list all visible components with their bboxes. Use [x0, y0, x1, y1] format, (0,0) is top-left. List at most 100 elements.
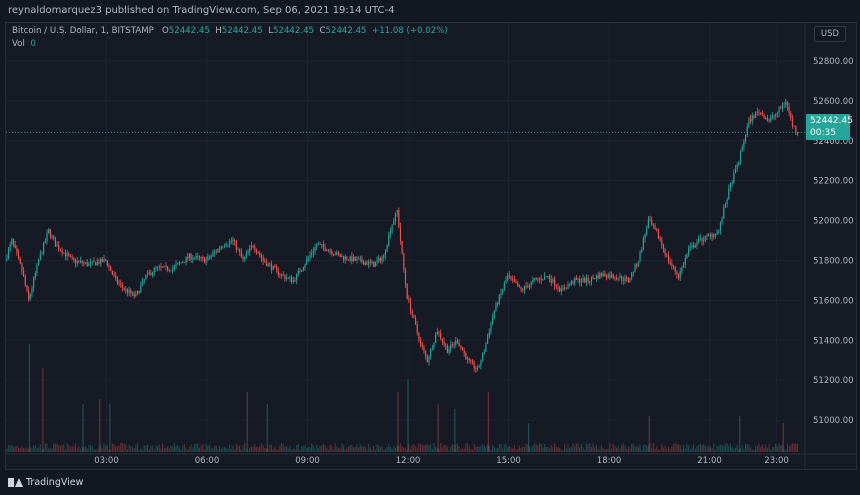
- candle-body: [182, 262, 184, 263]
- volume-bar: [66, 443, 68, 452]
- volume-bar: [307, 447, 309, 452]
- volume-bar: [177, 444, 179, 452]
- volume-bar: [48, 448, 50, 452]
- currency-button[interactable]: USD: [814, 26, 846, 42]
- candle-body: [16, 248, 18, 254]
- y-tick-label: 51000.00: [813, 416, 854, 426]
- volume-label[interactable]: Vol: [12, 39, 25, 49]
- candle-body: [215, 251, 217, 253]
- candle-body: [744, 135, 747, 142]
- volume-bar: [587, 444, 589, 452]
- candle-body: [135, 294, 137, 296]
- candle-body: [270, 264, 273, 270]
- candle-body: [693, 245, 695, 248]
- volume-bar: [368, 443, 370, 452]
- volume-bar: [739, 416, 741, 452]
- candle-body: [205, 260, 207, 263]
- volume-bar: [81, 446, 83, 452]
- candle-body: [672, 265, 675, 267]
- candle-body: [790, 112, 792, 118]
- candle-body: [359, 258, 361, 260]
- tradingview-logo[interactable]: TradingView: [8, 477, 83, 488]
- symbol-name[interactable]: Bitcoin / U.S. Dollar, 1, BITSTAMP: [12, 26, 154, 36]
- candle-body: [121, 284, 124, 288]
- candle-body: [714, 233, 716, 235]
- candle-body: [274, 265, 276, 268]
- candle-body: [420, 340, 422, 344]
- volume-bar: [126, 449, 129, 452]
- volume-bar: [644, 444, 646, 452]
- volume-bar: [106, 445, 108, 452]
- volume-bar: [748, 444, 750, 452]
- candle-body: [140, 285, 142, 293]
- candle-body: [548, 275, 551, 280]
- candle-body: [718, 230, 720, 232]
- volume-bar: [202, 444, 204, 452]
- volume-bar: [642, 445, 644, 452]
- candle-body: [53, 236, 55, 239]
- time-axis[interactable]: 03:00 06:00 09:00 12:00 15:00 18:00 21:00 23:00: [94, 456, 789, 466]
- footer: [0, 472, 860, 495]
- volume-bar: [736, 444, 738, 452]
- candle-body: [532, 280, 534, 282]
- candle-body: [639, 252, 641, 263]
- volume-bar: [435, 447, 437, 452]
- volume-bar: [756, 445, 758, 452]
- candle-body: [183, 262, 185, 263]
- volume-bar: [672, 444, 675, 452]
- volume-bar: [388, 444, 390, 452]
- candle-body: [155, 267, 157, 269]
- volume-bar: [311, 443, 313, 452]
- candle-body: [677, 274, 680, 279]
- volume-bar: [11, 445, 13, 452]
- volume-bar: [532, 445, 534, 452]
- volume-bar: [130, 446, 132, 452]
- candle-body: [120, 283, 122, 285]
- volume-bar: [703, 443, 705, 452]
- candle-body: [128, 290, 130, 294]
- volume-legend: Vol 0: [12, 39, 36, 49]
- price-axis[interactable]: 52800.00 52600.00 52400.00 52200.00 52000.00…: [813, 57, 854, 426]
- candle-body: [512, 278, 514, 280]
- candle-body: [525, 286, 527, 287]
- volume-bar: [225, 447, 227, 452]
- candle-body: [701, 237, 703, 242]
- candle-body: [617, 278, 619, 280]
- candle-body: [523, 286, 526, 291]
- volume-bar: [463, 448, 465, 452]
- candle-body: [423, 346, 425, 351]
- candle-body: [456, 340, 459, 343]
- candle-body: [768, 120, 770, 122]
- candle-body: [615, 278, 618, 280]
- volume-bar: [277, 449, 279, 452]
- candle-body: [321, 244, 323, 245]
- candle-body: [569, 284, 571, 286]
- volume-bar: [319, 446, 321, 452]
- volume-bar: [111, 443, 113, 452]
- volume-bar: [657, 449, 660, 452]
- candle-body: [389, 231, 392, 235]
- candles: [6, 98, 799, 373]
- volume-bar: [14, 446, 16, 452]
- volume-bar: [654, 448, 656, 452]
- candle-body: [168, 270, 170, 271]
- candle-body: [793, 125, 795, 127]
- candle-body: [481, 353, 484, 362]
- candle-body: [719, 221, 722, 231]
- volume-bar: [157, 446, 159, 452]
- candle-body: [724, 204, 727, 208]
- volume-bar: [7, 444, 10, 452]
- candle-body: [98, 261, 100, 264]
- candle-body: [468, 358, 470, 360]
- candle-body: [257, 252, 259, 254]
- volume-bar: [414, 446, 417, 452]
- volume-bar: [507, 447, 509, 452]
- high-value: 52442.45: [221, 26, 263, 36]
- volume-bar: [234, 449, 236, 452]
- volume-bar: [153, 449, 155, 452]
- chart-pane[interactable]: [5, 22, 857, 470]
- x-tick-label: 21:00: [697, 456, 722, 466]
- volume-bar: [275, 449, 278, 452]
- candle-body: [68, 253, 70, 256]
